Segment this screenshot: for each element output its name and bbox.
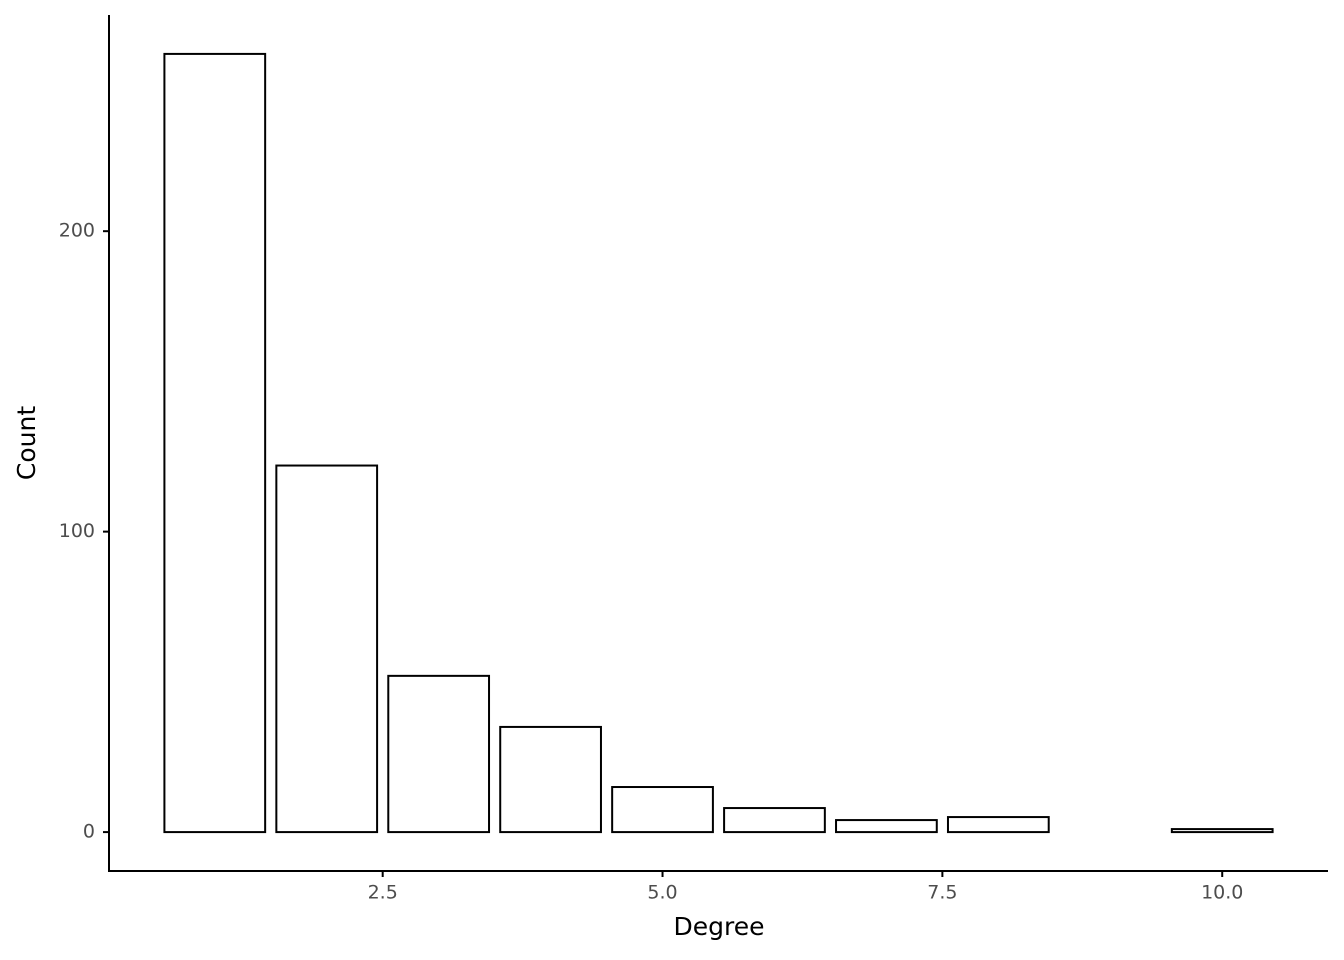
bar	[723, 807, 826, 834]
y-axis-label: Count	[12, 406, 41, 480]
bar	[499, 725, 602, 834]
x-tick-label: 5.0	[647, 882, 677, 904]
bar	[835, 819, 938, 834]
y-tick-label: 200	[59, 220, 95, 242]
x-axis-label: Degree	[674, 912, 765, 941]
y-tick-label: 100	[59, 520, 95, 542]
bar	[163, 52, 267, 834]
bar	[275, 464, 379, 834]
x-tick-label: 7.5	[927, 882, 957, 904]
bar	[611, 786, 714, 834]
bar	[946, 816, 1050, 834]
bar	[1170, 828, 1274, 834]
x-tick-label: 10.0	[1201, 882, 1243, 904]
x-tick-label: 2.5	[368, 882, 398, 904]
y-tick-label: 0	[83, 821, 95, 843]
bar	[387, 674, 491, 834]
